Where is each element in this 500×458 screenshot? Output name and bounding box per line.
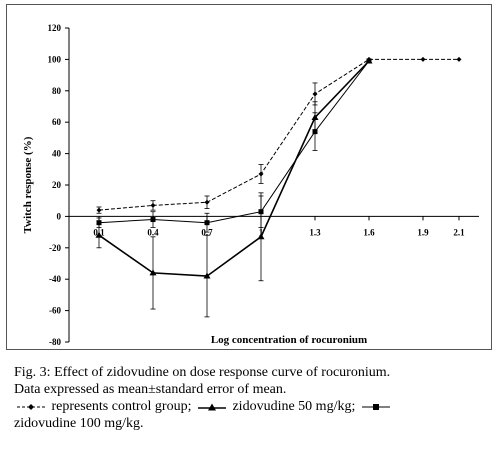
data-point: [420, 56, 426, 62]
y-tick-label: 60: [52, 117, 62, 127]
caption-legend-line: represents control group; zidovudine 50 …: [14, 398, 494, 415]
y-tick-label: -40: [49, 274, 61, 284]
chart-axes: [65, 27, 479, 343]
legend-control-glyph: [17, 403, 45, 410]
data-point: [150, 217, 156, 223]
x-tick-label: 1.3: [309, 227, 321, 237]
y-tick-label: -60: [49, 306, 61, 316]
data-point: [312, 91, 318, 97]
caption-line-1: Fig. 3: Effect of zidovudine on dose res…: [14, 365, 391, 380]
data-point: [257, 233, 265, 240]
data-point: [204, 220, 210, 226]
data-point: [95, 231, 103, 238]
data-point: [258, 209, 264, 215]
legend-control-label: represents control group;: [51, 399, 192, 414]
legend-zidovudine-50-label: zidovudine 50 mg/kg;: [232, 399, 356, 414]
series-line-zidovudine_50: [98, 60, 370, 277]
data-point: [258, 171, 264, 177]
y-tick-labels: 120 100 80 60 40 20 0 -20 -40 -60 -80: [48, 23, 62, 347]
data-point: [149, 269, 157, 276]
y-tick-label: 40: [52, 149, 62, 159]
x-tick-labels: 0.10.40.711.31.61.92.1: [93, 227, 465, 237]
y-tick-label: -80: [49, 337, 61, 347]
x-tick-label: 1.9: [417, 227, 429, 237]
series-zidovudine_100: [96, 58, 372, 233]
y-tick-label: 20: [52, 180, 62, 190]
x-tick-label: 0.4: [147, 227, 159, 237]
data-point: [366, 58, 372, 64]
series-line-control: [98, 58, 459, 211]
data-point: [150, 202, 156, 208]
data-point: [96, 207, 102, 213]
figure-caption: Fig. 3: Effect of zidovudine on dose res…: [14, 364, 494, 432]
y-tick-label: 120: [48, 23, 62, 33]
y-axis-title: Twitch response (%): [22, 136, 34, 233]
y-tick-label: -20: [49, 243, 61, 253]
y-tick-label: 80: [52, 86, 62, 96]
legend-zidovudine-100-label: zidovudine 100 mg/kg.: [14, 416, 144, 431]
x-axis-title: Log concentration of rocuronium: [211, 334, 367, 346]
x-tick-label: 2.1: [453, 227, 465, 237]
data-point: [203, 272, 211, 279]
legend-zidovudine-50-glyph: [197, 403, 226, 411]
y-tick-label: 100: [48, 54, 62, 64]
x-tick-label: 1.6: [363, 227, 375, 237]
y-tick-label: 0: [57, 211, 62, 221]
series-zidovudine_50: [95, 57, 373, 318]
data-point: [312, 129, 318, 135]
series-line-zidovudine_100: [98, 60, 370, 224]
data-point: [456, 56, 462, 62]
series-layer: [95, 56, 462, 318]
data-point: [204, 199, 210, 205]
legend-zidovudine-100-glyph: [361, 403, 390, 410]
caption-line-2: Data expressed as mean±standard error of…: [14, 382, 287, 397]
series-control: [96, 56, 462, 214]
data-point: [96, 220, 102, 226]
